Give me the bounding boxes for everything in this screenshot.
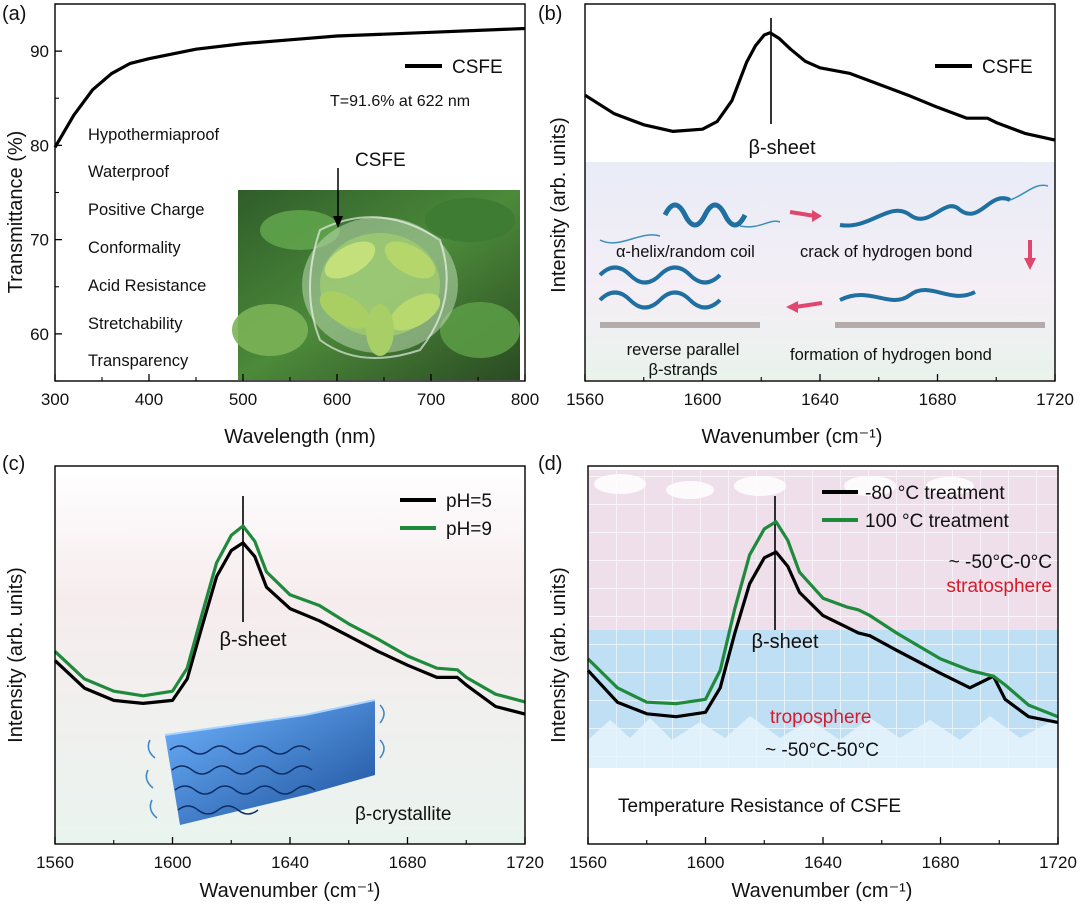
panel-b: (b) α-helix/random coil crack of hy bbox=[538, 3, 1055, 448]
x-tick-label: 1560 bbox=[566, 390, 604, 409]
property-item: Acid Resistance bbox=[88, 277, 206, 295]
troposphere-range: ~ -50°C-50°C bbox=[765, 740, 879, 761]
scheme-label: β-strands bbox=[648, 361, 717, 379]
plot-1: 300 400 500 600 700 800 60 70 80 90 bbox=[30, 3, 539, 409]
scheme-label: α-helix/random coil bbox=[616, 243, 755, 261]
y-tick-label: 60 bbox=[30, 325, 49, 344]
scheme-label: reverse parallel bbox=[627, 341, 740, 359]
transmittance-note: T=91.6% at 622 nm bbox=[330, 93, 470, 110]
property-item: Stretchability bbox=[88, 315, 183, 333]
x-axis-label: Wavenumber (cm⁻¹) bbox=[702, 426, 883, 448]
x-axis-label: Wavenumber (cm⁻¹) bbox=[732, 880, 913, 902]
y-axis-label: Transmittance (%) bbox=[5, 131, 27, 294]
panel-label-a: (a) bbox=[2, 3, 26, 25]
x-tick-label: 1600 bbox=[687, 853, 725, 872]
x-tick-label: 1680 bbox=[922, 853, 960, 872]
panel-label-d: (d) bbox=[538, 453, 562, 475]
x-tick-label: 1680 bbox=[389, 853, 427, 872]
panel-label-c: (c) bbox=[2, 453, 25, 475]
x-axis-label: Wavelength (nm) bbox=[224, 426, 376, 448]
property-item: Transparency bbox=[88, 352, 189, 370]
x-axis-label-text: Wavenumber (cm⁻¹) bbox=[702, 426, 883, 448]
peak-label: β-sheet bbox=[219, 629, 287, 651]
y-axis-label: Intensity (arb. units) bbox=[548, 117, 570, 293]
x-tick-label: 1720 bbox=[1036, 390, 1074, 409]
x-tick-label: 500 bbox=[229, 390, 257, 409]
x-tick-label: 300 bbox=[41, 390, 69, 409]
plot-4: 1560 1600 1640 1680 1720 bbox=[569, 465, 1077, 872]
peak-label: β-sheet bbox=[748, 137, 816, 159]
y-axis-label: Intensity (arb. units) bbox=[5, 567, 27, 743]
panel-c: (c) β-crystallite β-sheet pH=5 pH=9 Inte… bbox=[2, 453, 525, 902]
x-axis-label: Wavenumber (cm⁻¹) bbox=[200, 880, 381, 902]
plot-3: 1560 1600 1640 1680 1720 bbox=[36, 465, 544, 872]
property-item: Waterproof bbox=[88, 163, 169, 181]
peak-label: β-sheet bbox=[751, 631, 819, 653]
series-line-2 bbox=[586, 520, 1059, 719]
x-tick-label: 700 bbox=[417, 390, 445, 409]
x-tick-label: 1640 bbox=[801, 390, 839, 409]
property-item: Conformality bbox=[88, 239, 181, 257]
y-tick-label: 80 bbox=[30, 136, 49, 155]
plot-2: 1560 1600 1640 1680 1720 bbox=[566, 3, 1074, 409]
image-label: β-crystallite bbox=[355, 804, 451, 825]
atmosphere-background bbox=[588, 470, 1058, 768]
x-tick-label: 800 bbox=[511, 390, 539, 409]
panel-caption: Temperature Resistance of CSFE bbox=[618, 796, 901, 817]
photo-label: CSFE bbox=[355, 150, 406, 171]
x-tick-label: 1720 bbox=[506, 853, 544, 872]
series-line-1 bbox=[586, 550, 1059, 724]
x-tick-label: 600 bbox=[323, 390, 351, 409]
legend-label: CSFE bbox=[452, 57, 503, 78]
y-tick-label: 90 bbox=[30, 42, 49, 61]
x-tick-label: 1640 bbox=[271, 853, 309, 872]
x-tick-label: 1680 bbox=[919, 390, 957, 409]
series-line-1 bbox=[584, 31, 1056, 142]
legend-label: pH=5 bbox=[446, 491, 492, 512]
legend-label: pH=9 bbox=[446, 519, 492, 540]
series-line-1 bbox=[53, 541, 526, 716]
legend-label: CSFE bbox=[982, 57, 1033, 78]
arrow-head-icon bbox=[333, 216, 343, 228]
property-item: Hypothermiaproof bbox=[88, 126, 220, 144]
protein-scheme bbox=[585, 162, 1055, 380]
troposphere-label: troposphere bbox=[770, 707, 871, 728]
property-list: Hypothermiaproof Waterproof Positive Cha… bbox=[88, 126, 220, 370]
series-line-1 bbox=[53, 26, 526, 149]
scheme-label: crack of hydrogen bond bbox=[800, 243, 972, 261]
x-tick-label: 400 bbox=[135, 390, 163, 409]
panel-label-b: (b) bbox=[538, 3, 562, 25]
x-tick-label: 1640 bbox=[804, 853, 842, 872]
legend-label: -80 °C treatment bbox=[865, 483, 1005, 504]
panel-d: (d) ~ -50°C-0°C stratosphere troposphere… bbox=[538, 453, 1058, 902]
x-tick-label: 1560 bbox=[36, 853, 74, 872]
scheme-label: formation of hydrogen bond bbox=[790, 346, 992, 364]
x-tick-label: 1560 bbox=[569, 853, 607, 872]
beta-crystallite-illustration bbox=[145, 699, 385, 825]
series-line-2 bbox=[53, 524, 526, 704]
x-tick-label: 1720 bbox=[1039, 853, 1077, 872]
y-axis-label: Intensity (arb. units) bbox=[548, 567, 570, 743]
property-item: Positive Charge bbox=[88, 201, 204, 219]
x-tick-label: 1600 bbox=[684, 390, 722, 409]
csfe-photo bbox=[232, 190, 520, 380]
stratosphere-label: stratosphere bbox=[946, 576, 1052, 597]
panel-a: (a) CSFE Hypothermiaproof Waterproof Pos… bbox=[2, 3, 520, 448]
x-tick-label: 1600 bbox=[154, 853, 192, 872]
legend-label: 100 °C treatment bbox=[865, 511, 1010, 532]
y-tick-label: 70 bbox=[30, 231, 49, 250]
chart-marks: 300 400 500 600 700 800 60 70 80 90 1560 1600 1640 16… bbox=[30, 3, 1077, 872]
stratosphere-range: ~ -50°C-0°C bbox=[949, 552, 1052, 573]
